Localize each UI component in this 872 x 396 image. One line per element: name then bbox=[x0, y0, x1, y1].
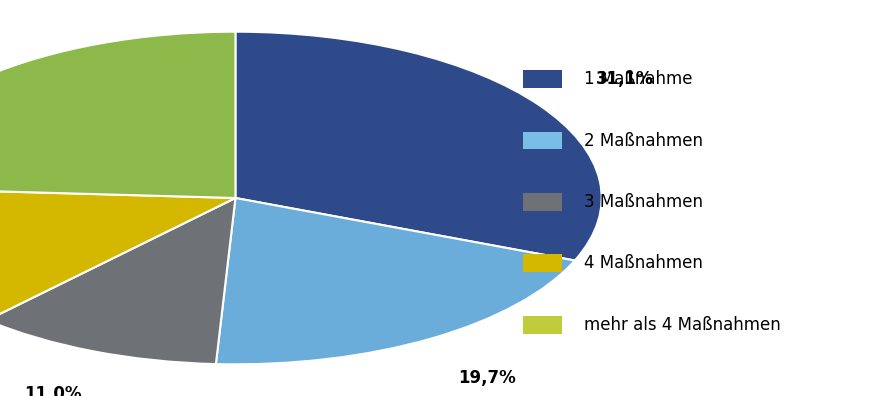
Text: 31,1%: 31,1% bbox=[596, 70, 653, 88]
Text: 1 Maßnahme: 1 Maßnahme bbox=[584, 70, 692, 88]
Bar bbox=[523, 193, 562, 211]
Text: 11,0%: 11,0% bbox=[24, 385, 82, 396]
Text: 19,7%: 19,7% bbox=[458, 369, 515, 386]
Wedge shape bbox=[0, 32, 235, 198]
Bar bbox=[523, 70, 562, 88]
Wedge shape bbox=[0, 188, 235, 320]
Wedge shape bbox=[235, 32, 602, 261]
Bar bbox=[523, 254, 562, 272]
Bar bbox=[523, 131, 562, 149]
Wedge shape bbox=[216, 198, 575, 364]
Bar bbox=[523, 316, 562, 333]
Wedge shape bbox=[0, 198, 235, 364]
Text: 4 Maßnahmen: 4 Maßnahmen bbox=[584, 254, 703, 272]
Text: mehr als 4 Maßnahmen: mehr als 4 Maßnahmen bbox=[584, 316, 781, 334]
Text: 3 Maßnahmen: 3 Maßnahmen bbox=[584, 193, 703, 211]
Text: 2 Maßnahmen: 2 Maßnahmen bbox=[584, 131, 703, 150]
